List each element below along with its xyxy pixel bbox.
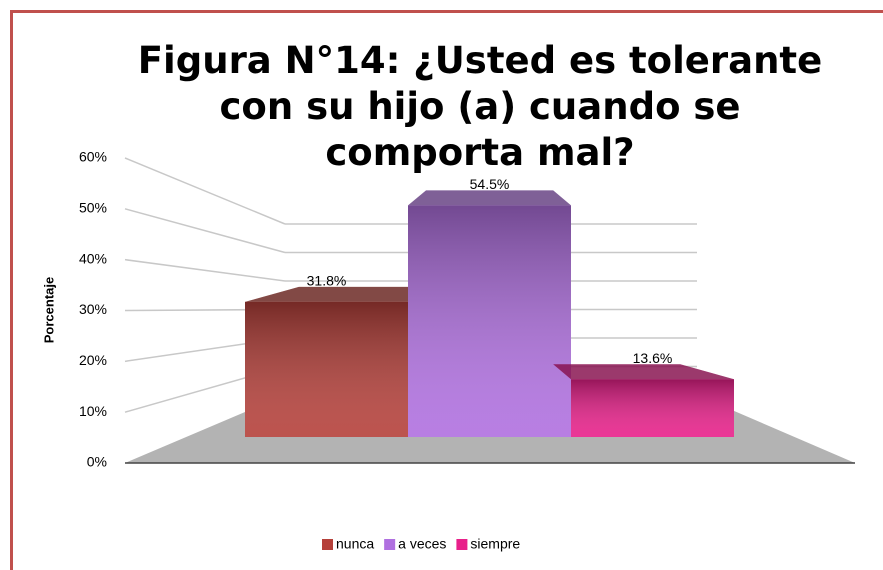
grid-line	[124, 208, 286, 254]
legend-label: siempre	[470, 536, 520, 552]
grid-line	[124, 258, 286, 282]
y-tick-label: 30%	[79, 301, 107, 317]
y-tick-label: 0%	[87, 454, 107, 470]
bar-shade	[245, 301, 408, 437]
y-tick-label: 10%	[79, 403, 107, 419]
data-label: 54.5%	[470, 176, 510, 192]
y-tick-label: 40%	[79, 250, 107, 266]
legend-label: a veces	[398, 536, 446, 552]
bar-top	[553, 364, 734, 380]
data-label: 13.6%	[633, 350, 673, 366]
chart-title: Figura N°14: ¿Usted es tolerante con su …	[137, 39, 823, 174]
bar-shade	[408, 205, 571, 437]
legend-swatch	[322, 539, 333, 550]
bar-top-shade	[245, 286, 427, 302]
bar-top-shade	[408, 190, 571, 206]
y-axis-label: Porcentaje	[41, 277, 56, 343]
y-tick-label: 60%	[79, 149, 107, 165]
frame	[10, 10, 883, 570]
legend-label: nunca	[336, 536, 374, 552]
bar-top	[245, 286, 427, 302]
bar-top-shade	[553, 364, 734, 380]
legend-swatch	[384, 539, 396, 550]
data-label: 31.8%	[307, 273, 347, 289]
y-tick-label: 50%	[79, 200, 107, 216]
bar-top	[408, 190, 571, 206]
grid-line	[124, 157, 286, 225]
bar-shade	[571, 379, 734, 437]
y-tick-label: 20%	[79, 352, 107, 368]
legend-swatch	[456, 539, 468, 550]
